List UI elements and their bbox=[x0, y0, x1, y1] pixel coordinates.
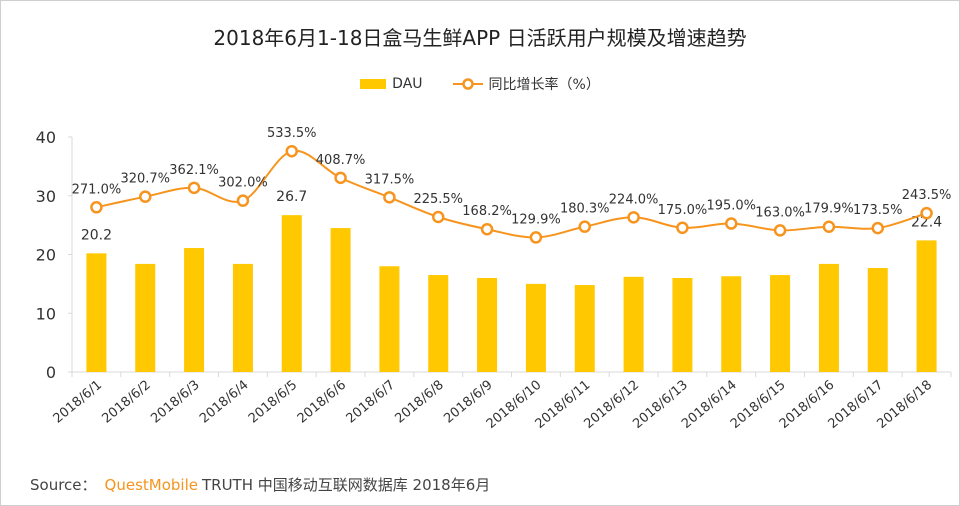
growth-rate-label: 225.5% bbox=[413, 192, 463, 207]
growth-rate-point bbox=[432, 210, 445, 224]
bar-data-label: 20.2 bbox=[81, 227, 112, 243]
bar-dau bbox=[916, 240, 937, 372]
growth-rate-point bbox=[871, 221, 884, 235]
growth-rate-point bbox=[822, 220, 836, 233]
bar-dau bbox=[867, 268, 888, 372]
bar-dau bbox=[379, 266, 400, 372]
growth-rate-point bbox=[236, 194, 250, 207]
y-tick-label: 10 bbox=[36, 304, 56, 323]
growth-rate-label: 175.0% bbox=[658, 203, 708, 218]
growth-rate-label: 362.1% bbox=[169, 163, 219, 178]
growth-rate-point bbox=[334, 171, 347, 185]
bar-dau bbox=[770, 275, 791, 372]
growth-rate-point bbox=[285, 144, 298, 158]
bar-dau bbox=[86, 253, 107, 372]
y-tick-label: 30 bbox=[36, 187, 56, 206]
bar-data-label: 22.4 bbox=[911, 214, 942, 230]
growth-rate-label: 243.5% bbox=[902, 188, 952, 203]
bar-swatch-icon bbox=[360, 79, 387, 89]
growth-rate-label: 168.2% bbox=[462, 204, 512, 219]
bar-dau bbox=[525, 283, 546, 372]
bar-dau bbox=[623, 276, 644, 372]
y-tick-label: 20 bbox=[36, 246, 56, 265]
growth-rate-point bbox=[725, 217, 738, 230]
growth-rate-point bbox=[578, 220, 591, 233]
bar-dau bbox=[818, 263, 839, 372]
growth-rate-label: 163.0% bbox=[755, 205, 805, 220]
legend: DAU 同比增长率（%） bbox=[0, 74, 960, 94]
growth-rate-point bbox=[773, 224, 787, 237]
growth-rate-label: 317.5% bbox=[365, 172, 415, 187]
x-tick-label: 2018/6/3 bbox=[148, 378, 202, 427]
y-tick-label: 0 bbox=[46, 363, 56, 382]
bar-dau bbox=[330, 228, 351, 372]
growth-rate-label: 408.7% bbox=[316, 153, 366, 168]
growth-rate-point bbox=[529, 231, 543, 244]
growth-rate-label: 271.0% bbox=[72, 182, 122, 197]
x-tick-label: 2018/6/7 bbox=[344, 378, 398, 427]
legend-item-dau: DAU bbox=[360, 76, 423, 92]
growth-rate-point bbox=[383, 191, 396, 204]
growth-rate-point bbox=[627, 211, 640, 224]
y-tick-label: 40 bbox=[36, 128, 56, 147]
source-prefix: Source： bbox=[30, 476, 97, 494]
growth-rate-label: 224.0% bbox=[609, 192, 659, 207]
chart-title: 2018年6月1-18日盒马生鲜APP 日活跃用户规模及增速趋势 bbox=[213, 26, 747, 50]
x-tick-label: 2018/6/2 bbox=[99, 378, 153, 427]
growth-rate-point bbox=[187, 181, 201, 195]
growth-rate-point bbox=[920, 206, 933, 220]
legend-label-dau: DAU bbox=[392, 76, 423, 92]
growth-rate-label: 533.5% bbox=[267, 126, 317, 141]
x-tick-label: 2018/6/4 bbox=[197, 378, 251, 427]
growth-rate-label: 180.3% bbox=[560, 202, 610, 217]
legend-item-growth: 同比增长率（%） bbox=[452, 74, 600, 94]
bar-dau bbox=[281, 215, 302, 372]
brand-logo-text: QuestMobile bbox=[104, 476, 198, 494]
growth-rate-point bbox=[139, 190, 152, 203]
legend-label-growth: 同比增长率（%） bbox=[488, 77, 600, 93]
growth-rate-label: 302.0% bbox=[218, 176, 268, 191]
bar-dau bbox=[721, 276, 742, 372]
x-tick-label: 2018/6/6 bbox=[295, 378, 349, 427]
x-tick-label: 2018/6/1 bbox=[51, 378, 105, 427]
bar-dau bbox=[428, 275, 449, 372]
bar-dau bbox=[574, 285, 595, 372]
source-text: TRUTH 中国移动互联网数据库 2018年6月 bbox=[201, 476, 491, 494]
growth-rate-label: 179.9% bbox=[804, 202, 854, 217]
bar-dau bbox=[135, 263, 156, 372]
x-tick-label: 2018/6/18 bbox=[874, 378, 935, 432]
growth-rate-point bbox=[90, 201, 103, 214]
bar-dau bbox=[184, 248, 205, 372]
source-footer: Source： QuestMobile TRUTH 中国移动互联网数据库 2018年… bbox=[30, 474, 490, 495]
growth-rate-label: 173.5% bbox=[853, 203, 903, 218]
growth-rate-label: 320.7% bbox=[120, 172, 170, 187]
x-tick-label: 2018/6/5 bbox=[246, 378, 300, 427]
growth-rate-label: 129.9% bbox=[511, 212, 561, 227]
growth-rate-point bbox=[480, 222, 494, 236]
bar-dau bbox=[477, 278, 498, 372]
growth-rate-point bbox=[676, 221, 689, 235]
bar-dau bbox=[672, 278, 693, 372]
x-tick-label: 2018/6/8 bbox=[392, 378, 446, 427]
growth-rate-label: 195.0% bbox=[706, 199, 756, 214]
bar-dau bbox=[232, 263, 253, 372]
bar-data-label: 26.7 bbox=[276, 189, 307, 205]
line-marker-swatch-icon bbox=[452, 78, 483, 90]
